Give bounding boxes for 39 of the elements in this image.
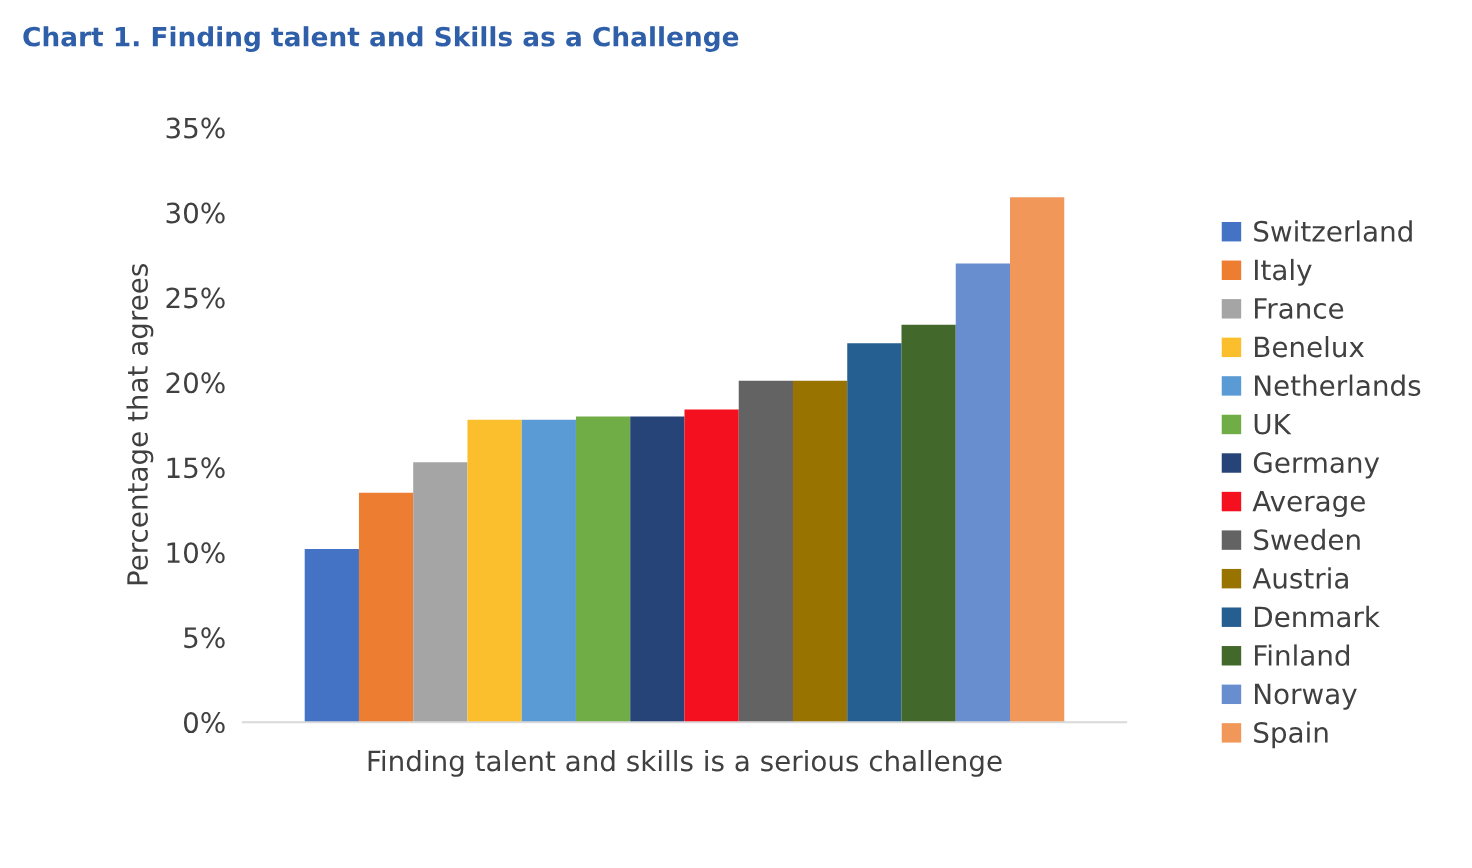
y-axis-title: Percentage that agrees	[126, 264, 154, 585]
bar	[955, 263, 1010, 723]
legend-label: France	[1255, 298, 1344, 319]
bar	[901, 324, 956, 723]
y-tick-label: 25%	[166, 287, 225, 309]
legend-label: Austria	[1252, 567, 1348, 589]
bar	[358, 492, 414, 723]
bar	[792, 380, 848, 723]
legend-label: Benelux	[1255, 335, 1364, 358]
legend-label: Italy	[1255, 258, 1312, 286]
bar	[738, 380, 793, 723]
y-tick-label: 20%	[166, 372, 225, 394]
bar	[304, 548, 359, 723]
bar	[630, 416, 685, 723]
bar	[521, 419, 576, 723]
y-tick-label: 35%	[166, 117, 225, 139]
y-tick-label: 0%	[183, 712, 225, 734]
legend-label: Denmark	[1255, 605, 1380, 628]
legend-label: Finland	[1255, 644, 1350, 666]
legend-label: Spain	[1254, 721, 1328, 749]
y-tick-label: 30%	[166, 202, 225, 224]
bar	[467, 419, 522, 723]
legend-label: Netherlands	[1255, 374, 1421, 397]
y-tick-label: 15%	[167, 457, 225, 479]
legend-label: UK	[1254, 413, 1292, 435]
chart-title: Chart 1. Finding talent and Skills as a Challenge	[23, 26, 739, 52]
legend-label: Average	[1252, 491, 1365, 518]
y-tick-label: 10%	[167, 542, 225, 564]
legend-label: Norway	[1255, 683, 1357, 710]
bar	[413, 462, 468, 723]
legend-label: Sweden	[1254, 528, 1360, 551]
legend-label: Switzerland	[1254, 220, 1412, 242]
bar	[684, 409, 739, 723]
bar	[847, 343, 902, 723]
legend-label: Germany	[1253, 452, 1380, 479]
bar	[575, 416, 631, 723]
bar	[1010, 197, 1065, 723]
x-tick-label: Finding talent and skills is a serious challenge	[368, 749, 1002, 777]
y-tick-label: 5%	[184, 627, 225, 649]
